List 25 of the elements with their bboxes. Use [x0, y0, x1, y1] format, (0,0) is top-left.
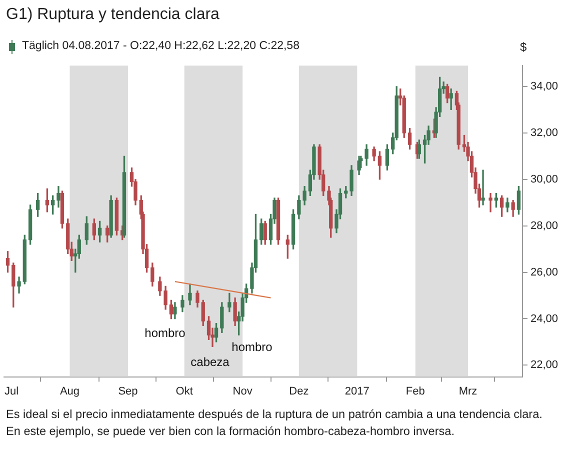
x-tick-label: Jul [4, 385, 19, 398]
x-tick-label: Okt [176, 385, 193, 398]
candlestick [488, 193, 492, 212]
chart-subtitle: Täglich 04.08.2017 - O:22,40 H:22,62 L:22,20 C:22,58 [22, 40, 300, 52]
text: Es ideal si el precio inmediatamente después de la ruptura de un patrón cambia a una tendencia clara. En este ejemplo, se puede ver bien con la formación hombro-cabeza-hombro inversa. [6, 406, 544, 440]
x-tick-label: Sep [118, 385, 138, 398]
x-tick-label: Aug [60, 385, 80, 398]
y-tick-label: 30,00 [530, 173, 558, 186]
annotation: hombro [144, 326, 186, 340]
x-tick-label: Nov [232, 385, 253, 398]
x-tick-label: Mrz [458, 385, 478, 398]
y-tick-label: 26,00 [530, 266, 558, 278]
y-tick-label: 34,00 [530, 80, 558, 93]
y-tick-label: 32,00 [530, 126, 558, 139]
annotation: cabeza [190, 355, 230, 369]
candlestick [481, 170, 485, 206]
x-tick-label: 2017 [344, 385, 370, 398]
y-tick-label: 24,00 [530, 312, 558, 325]
y-tick-label: 22,00 [530, 359, 558, 372]
y-axis-title: $ [520, 40, 527, 54]
x-tick-label: Dez [289, 385, 309, 398]
chart-title: G1) Ruptura y tendencia clara [6, 6, 220, 24]
x-tick-label: Feb [406, 385, 425, 398]
annotation: hombro [232, 340, 272, 354]
y-tick-label: 28,00 [530, 220, 558, 232]
